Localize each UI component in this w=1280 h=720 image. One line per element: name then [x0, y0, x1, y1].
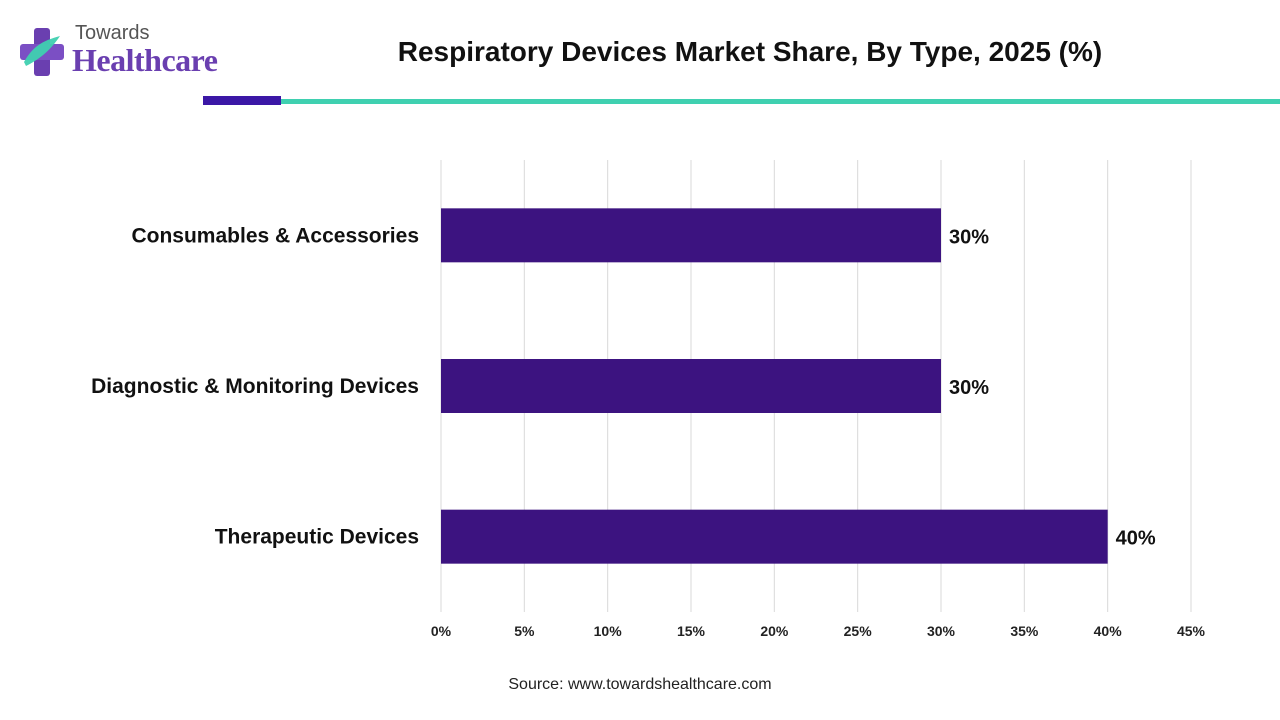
- x-tick-label: 5%: [514, 623, 535, 639]
- source-note: Source: www.towardshealthcare.com: [508, 676, 772, 693]
- x-tick-label: 10%: [594, 623, 623, 639]
- chart-title: Respiratory Devices Market Share, By Typ…: [397, 36, 1103, 67]
- medical-cross-icon: [20, 28, 64, 76]
- bar: [441, 208, 941, 263]
- x-tick-label: 15%: [677, 623, 706, 639]
- x-tick-label: 0%: [431, 623, 452, 639]
- x-tick-label: 30%: [927, 623, 956, 639]
- category-label: Therapeutic Devices: [215, 526, 419, 549]
- category-label: Consumables & Accessories: [131, 224, 419, 247]
- title-rule: [281, 99, 1280, 104]
- data-labels: 30% 30% 40%: [949, 226, 1156, 549]
- data-label: 30%: [949, 226, 989, 248]
- x-tick-label: 20%: [760, 623, 789, 639]
- x-tick-label: 25%: [844, 623, 873, 639]
- x-tick-label: 40%: [1094, 623, 1123, 639]
- brand-logo: Towards Healthcare: [20, 22, 240, 84]
- title-rule-accent: [203, 96, 281, 105]
- x-tick-label: 45%: [1177, 623, 1206, 639]
- x-tick-label: 35%: [1010, 623, 1039, 639]
- brand-line-1: Towards: [75, 22, 150, 44]
- bar: [441, 509, 1108, 564]
- brand-line-2: Healthcare: [72, 42, 218, 78]
- category-label: Diagnostic & Monitoring Devices: [91, 375, 419, 398]
- x-axis-tick-labels: 0% 5% 10% 15% 20% 25% 30% 35% 40% 45%: [431, 623, 1206, 639]
- category-labels: Consumables & Accessories Diagnostic & Mo…: [91, 224, 419, 548]
- bar: [441, 359, 941, 413]
- data-label: 40%: [1116, 528, 1156, 550]
- bars: [441, 208, 1108, 564]
- data-label: 30%: [949, 377, 989, 399]
